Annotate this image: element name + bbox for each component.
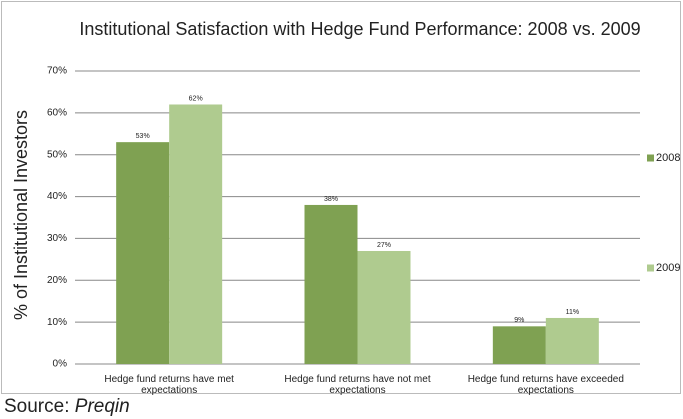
- bar: [357, 250, 411, 364]
- source-name: Preqin: [74, 396, 130, 417]
- source-label: Source:: [4, 396, 70, 417]
- y-tick-label: 20%: [47, 275, 67, 286]
- legend-label: 2008: [656, 152, 680, 164]
- bar: [169, 104, 223, 364]
- value-label: 9%: [514, 317, 524, 324]
- value-label: 53%: [136, 133, 150, 140]
- value-label: 38%: [324, 196, 338, 203]
- x-tick-label: Hedge fund returns have not met expectat…: [284, 374, 431, 396]
- value-label: 11%: [566, 309, 580, 316]
- y-tick-label: 0%: [53, 359, 68, 370]
- y-tick-label: 40%: [47, 191, 67, 202]
- value-label: 62%: [189, 95, 203, 102]
- y-tick-label: 60%: [47, 107, 67, 118]
- y-tick-label: 70%: [47, 66, 67, 77]
- y-tick-label: 30%: [47, 233, 67, 244]
- bar: [116, 142, 170, 364]
- legend-swatch: [647, 264, 654, 272]
- x-tick-label: Hedge fund returns have exceeded expecta…: [467, 374, 624, 396]
- y-tick-label: 10%: [47, 317, 67, 328]
- bar: [492, 326, 546, 364]
- legend-label: 2009: [656, 262, 680, 274]
- legend-swatch: [647, 154, 654, 162]
- chart-frame: [1, 1, 681, 394]
- chart-title: Institutional Satisfaction with Hedge Fu…: [79, 19, 641, 39]
- y-tick-label: 50%: [47, 149, 67, 160]
- bar: [304, 204, 358, 364]
- bar: [545, 317, 599, 364]
- y-axis-label: % of Institutional Investors: [11, 110, 31, 320]
- value-label: 27%: [377, 242, 391, 249]
- x-tick-label: Hedge fund returns have met expectations: [104, 374, 234, 396]
- source: Source: Preqin: [4, 396, 130, 418]
